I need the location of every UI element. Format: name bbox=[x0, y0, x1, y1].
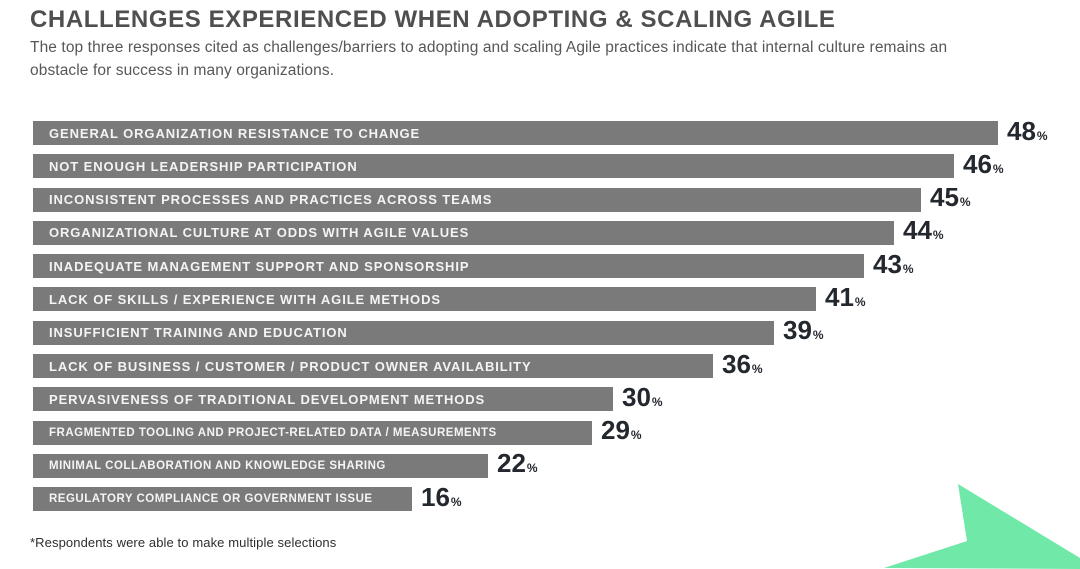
bar-row: PERVASIVENESS OF TRADITIONAL DEVELOPMENT… bbox=[33, 381, 1053, 412]
bar-label: ORGANIZATIONAL CULTURE AT ODDS WITH AGIL… bbox=[49, 225, 470, 241]
bar-label: INADEQUATE MANAGEMENT SUPPORT AND SPONSO… bbox=[49, 258, 470, 274]
percent-sign: % bbox=[959, 195, 971, 210]
bar-label: PERVASIVENESS OF TRADITIONAL DEVELOPMENT… bbox=[49, 391, 486, 407]
bar-label: FRAGMENTED TOOLING AND PROJECT-RELATED D… bbox=[49, 426, 497, 439]
bar-value: 48% bbox=[1007, 115, 1048, 146]
percent-sign: % bbox=[812, 328, 824, 343]
bar-label: REGULATORY COMPLIANCE OR GOVERNMENT ISSU… bbox=[49, 493, 373, 506]
bar-value: 46% bbox=[963, 148, 1004, 179]
bar-value: 39% bbox=[783, 315, 824, 346]
percent-sign: % bbox=[992, 161, 1004, 176]
bar-row: ORGANIZATIONAL CULTURE AT ODDS WITH AGIL… bbox=[33, 215, 1053, 246]
bar: INADEQUATE MANAGEMENT SUPPORT AND SPONSO… bbox=[33, 254, 864, 279]
bar-value: 16% bbox=[421, 481, 462, 512]
bar: GENERAL ORGANIZATION RESISTANCE TO CHANG… bbox=[33, 121, 998, 145]
bar-value: 29% bbox=[601, 415, 642, 446]
bar-row: GENERAL ORGANIZATION RESISTANCE TO CHANG… bbox=[33, 115, 1053, 146]
bar: INCONSISTENT PROCESSES AND PRACTICES ACR… bbox=[33, 187, 921, 212]
percent-sign: % bbox=[902, 261, 914, 276]
bar-label: INSUFFICIENT TRAINING AND EDUCATION bbox=[49, 325, 348, 341]
page-title: CHALLENGES EXPERIENCED WHEN ADOPTING & S… bbox=[30, 6, 836, 33]
bar-label: NOT ENOUGH LEADERSHIP PARTICIPATION bbox=[49, 158, 358, 174]
bar-value: 44% bbox=[903, 215, 944, 246]
bar-row: REGULATORY COMPLIANCE OR GOVERNMENT ISSU… bbox=[33, 481, 1053, 512]
bar: ORGANIZATIONAL CULTURE AT ODDS WITH AGIL… bbox=[33, 220, 894, 245]
bar-label: LACK OF BUSINESS / CUSTOMER / PRODUCT OW… bbox=[49, 358, 532, 374]
percent-sign: % bbox=[932, 228, 944, 243]
bar-row: MINIMAL COLLABORATION AND KNOWLEDGE SHAR… bbox=[33, 448, 1053, 479]
bar: REGULATORY COMPLIANCE OR GOVERNMENT ISSU… bbox=[33, 487, 412, 512]
bar-label: INCONSISTENT PROCESSES AND PRACTICES ACR… bbox=[49, 192, 493, 208]
bar-value: 30% bbox=[622, 381, 663, 412]
footnote: *Respondents were able to make multiple … bbox=[30, 535, 337, 550]
bar-row: INCONSISTENT PROCESSES AND PRACTICES ACR… bbox=[33, 182, 1053, 213]
percent-sign: % bbox=[1036, 128, 1048, 143]
bar-row: LACK OF BUSINESS / CUSTOMER / PRODUCT OW… bbox=[33, 348, 1053, 379]
bar-label: MINIMAL COLLABORATION AND KNOWLEDGE SHAR… bbox=[49, 459, 386, 472]
bar-row: INSUFFICIENT TRAINING AND EDUCATION 39% bbox=[33, 315, 1053, 346]
page-subtitle: The top three responses cited as challen… bbox=[30, 39, 948, 79]
bar: FRAGMENTED TOOLING AND PROJECT-RELATED D… bbox=[33, 420, 592, 445]
bar-value: 22% bbox=[497, 448, 538, 479]
bar-chart: GENERAL ORGANIZATION RESISTANCE TO CHANG… bbox=[33, 115, 1053, 521]
bar: LACK OF SKILLS / EXPERIENCE WITH AGILE M… bbox=[33, 287, 816, 312]
bar-value: 36% bbox=[722, 348, 763, 379]
bar-label: GENERAL ORGANIZATION RESISTANCE TO CHANG… bbox=[49, 125, 421, 141]
bar-row: LACK OF SKILLS / EXPERIENCE WITH AGILE M… bbox=[33, 281, 1053, 312]
percent-sign: % bbox=[751, 361, 763, 376]
percent-sign: % bbox=[526, 461, 538, 476]
bar-row: INADEQUATE MANAGEMENT SUPPORT AND SPONSO… bbox=[33, 248, 1053, 279]
percent-sign: % bbox=[651, 394, 663, 409]
bar-row: NOT ENOUGH LEADERSHIP PARTICIPATION 46% bbox=[33, 148, 1053, 179]
bar-label: LACK OF SKILLS / EXPERIENCE WITH AGILE M… bbox=[49, 291, 441, 307]
percent-sign: % bbox=[630, 428, 642, 443]
percent-sign: % bbox=[450, 494, 462, 509]
bar: LACK OF BUSINESS / CUSTOMER / PRODUCT OW… bbox=[33, 354, 713, 379]
bar-value: 43% bbox=[873, 248, 914, 279]
bar: PERVASIVENESS OF TRADITIONAL DEVELOPMENT… bbox=[33, 387, 613, 412]
percent-sign: % bbox=[854, 294, 866, 309]
bar-value: 41% bbox=[825, 281, 866, 312]
bar: NOT ENOUGH LEADERSHIP PARTICIPATION bbox=[33, 154, 954, 179]
bar-row: FRAGMENTED TOOLING AND PROJECT-RELATED D… bbox=[33, 415, 1053, 446]
bar: INSUFFICIENT TRAINING AND EDUCATION bbox=[33, 320, 774, 345]
bar: MINIMAL COLLABORATION AND KNOWLEDGE SHAR… bbox=[33, 453, 488, 478]
bar-value: 45% bbox=[930, 182, 971, 213]
